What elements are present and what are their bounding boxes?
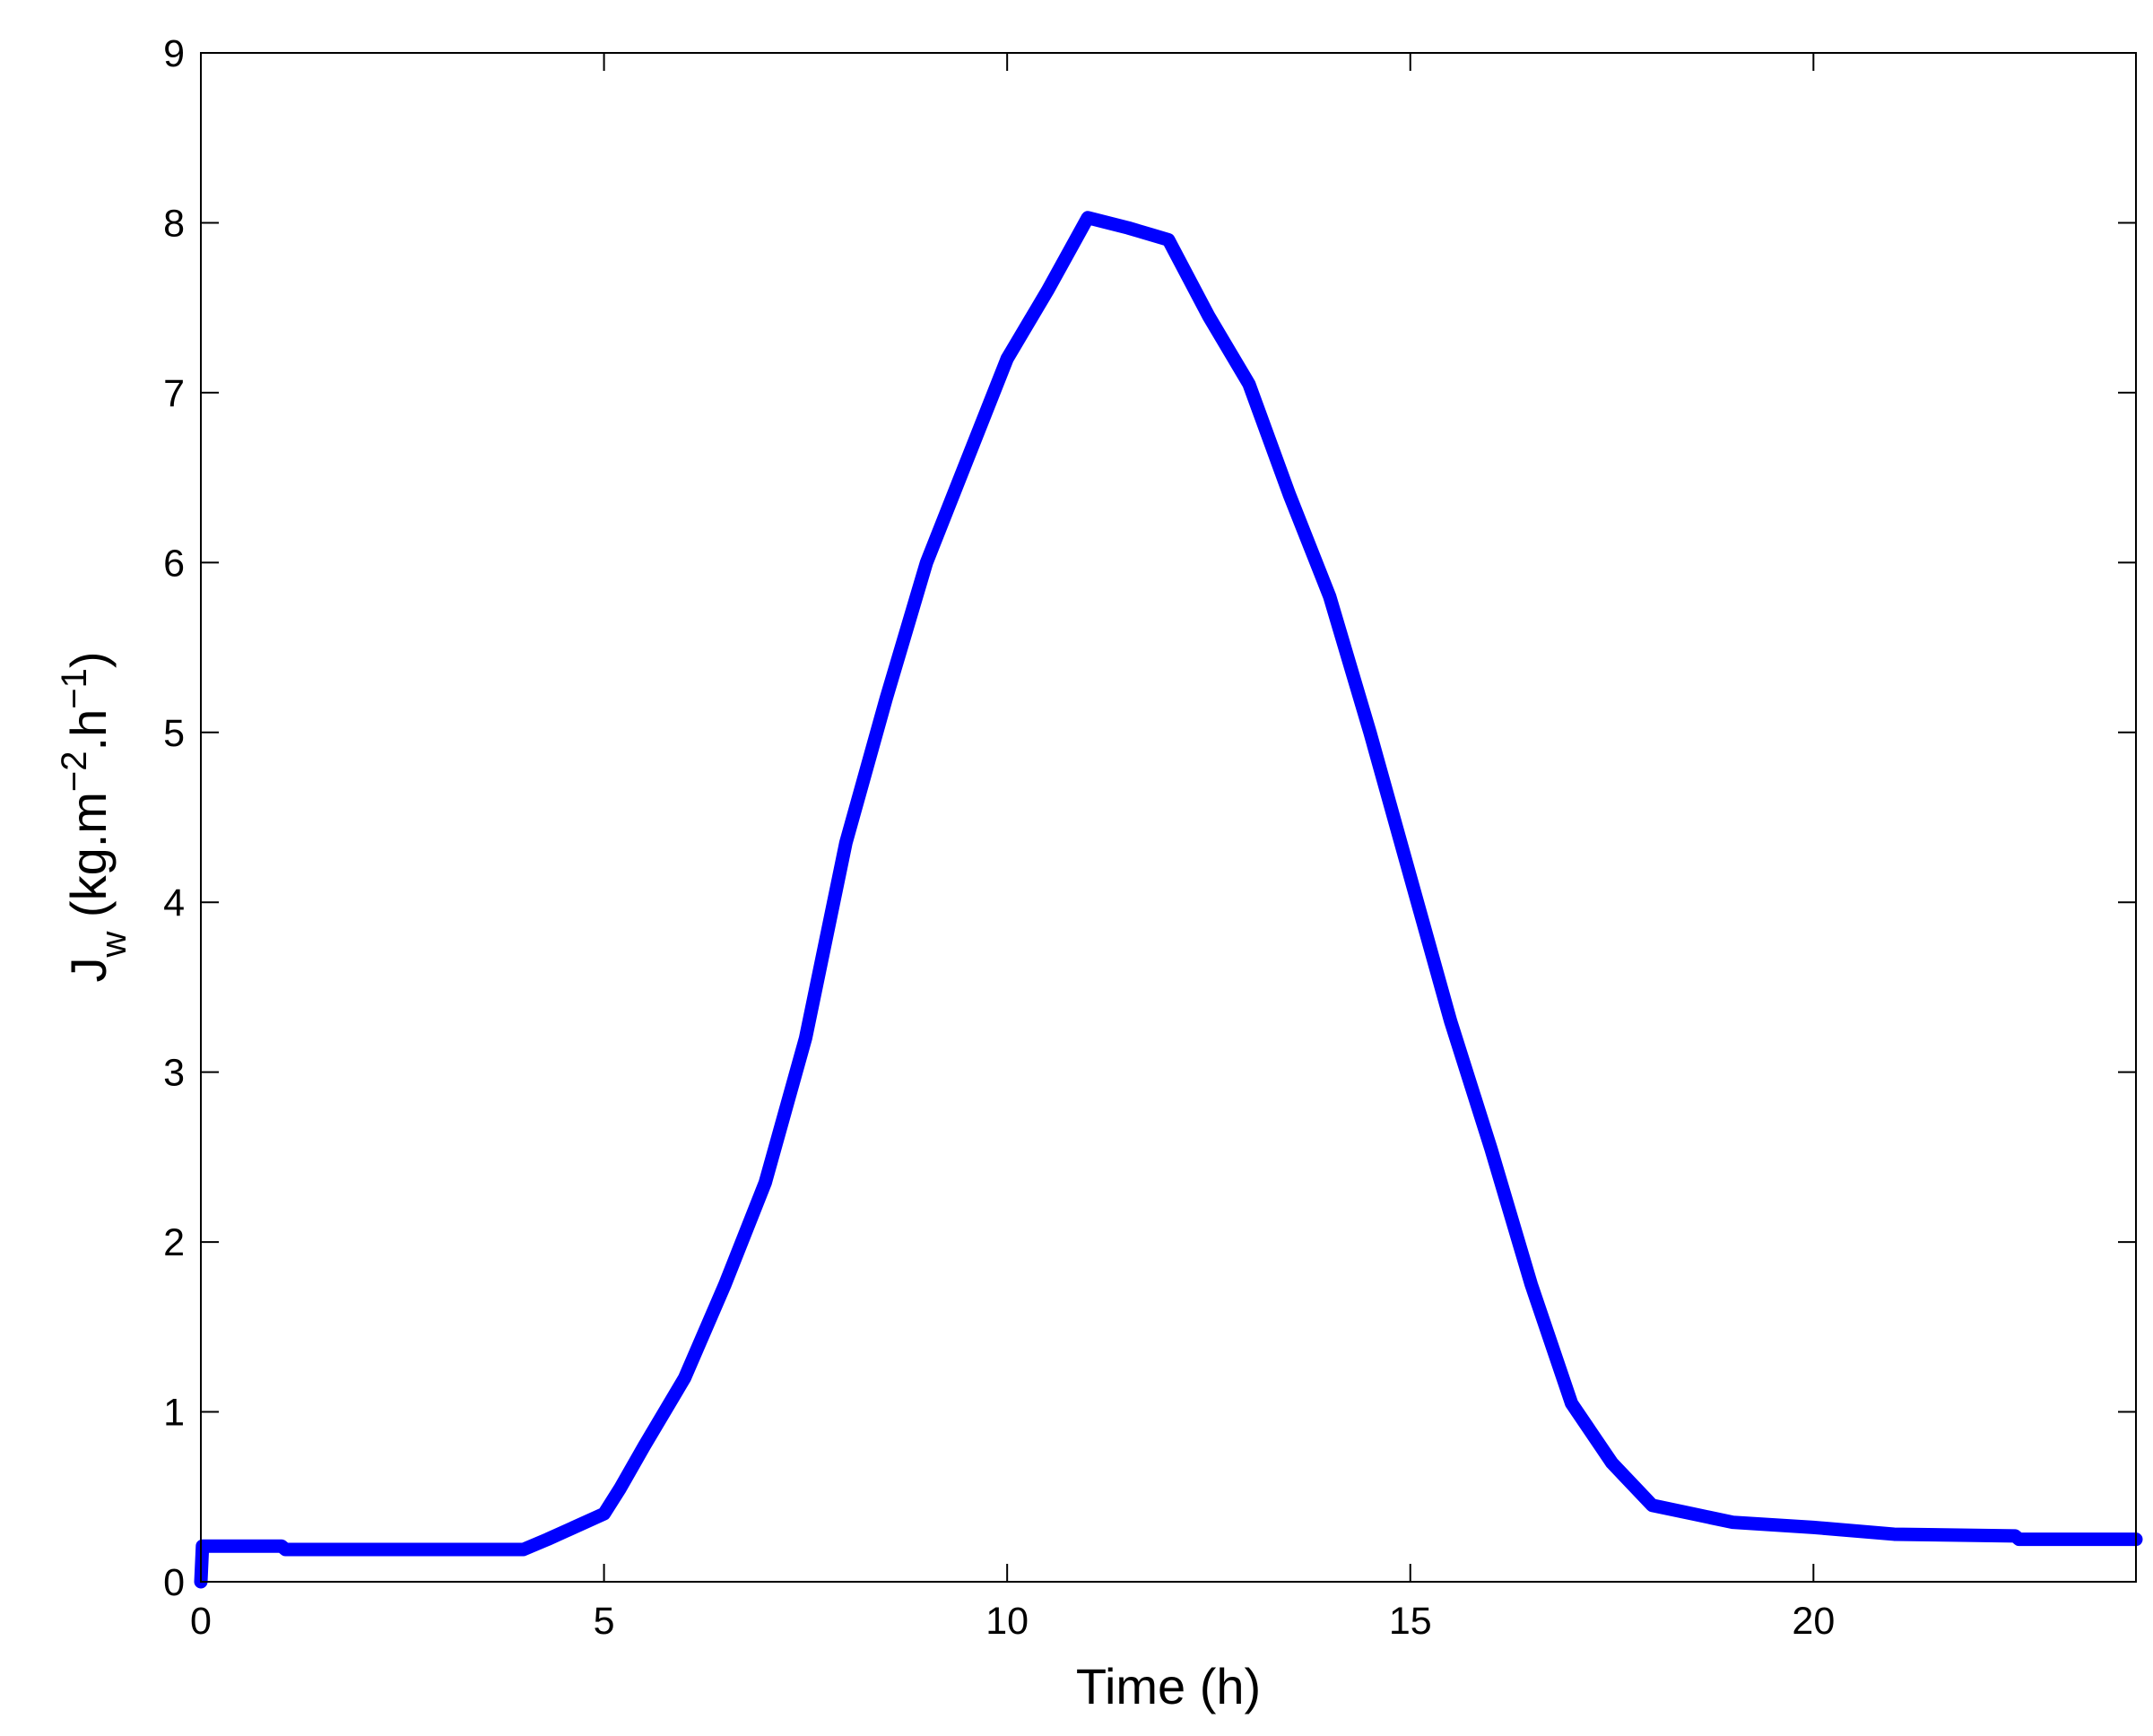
y-tick-label: 8 xyxy=(163,202,185,245)
y-tick-label: 4 xyxy=(163,881,185,924)
x-axis-label: Time (h) xyxy=(1076,1658,1261,1714)
y-tick-label: 0 xyxy=(163,1561,185,1604)
y-label-part: ) xyxy=(60,651,117,668)
x-tick-label: 0 xyxy=(190,1600,212,1643)
x-tick-label: 20 xyxy=(1792,1600,1835,1643)
y-tick-label: 7 xyxy=(163,372,185,415)
y-tick-label: 9 xyxy=(163,32,185,75)
y-label-part: −1 xyxy=(55,668,94,709)
x-tick-label: 15 xyxy=(1389,1600,1432,1643)
y-label-part: J xyxy=(60,958,117,983)
y-tick-label: 2 xyxy=(163,1221,185,1264)
y-label-part: −2 xyxy=(55,751,94,792)
y-tick-label: 1 xyxy=(163,1392,185,1435)
y-tick-label: 5 xyxy=(163,712,185,755)
y-label-part: w xyxy=(94,932,134,959)
y-tick-label: 3 xyxy=(163,1052,185,1095)
data-line xyxy=(194,211,2143,1589)
x-tick-label: 5 xyxy=(594,1600,615,1643)
y-label-part: .h xyxy=(60,709,117,751)
y-tick-label: 6 xyxy=(163,542,185,585)
x-tick-label: 10 xyxy=(985,1600,1029,1643)
y-label-part: (kg.m xyxy=(60,792,117,932)
y-axis-label: Jw (kg.m−2.h−1) xyxy=(55,651,134,982)
plot-frame xyxy=(200,52,2137,1583)
